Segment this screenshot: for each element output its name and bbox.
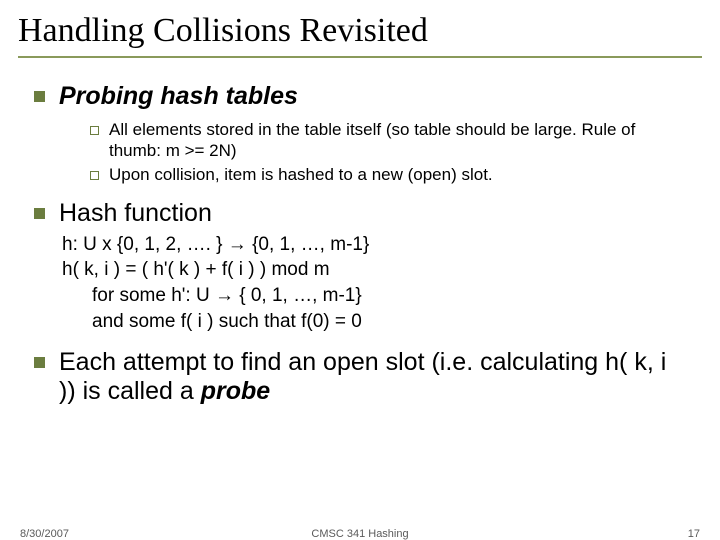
hollow-square-bullet-icon: [90, 171, 99, 180]
hash-line: and some f( i ) such that f(0) = 0: [92, 309, 686, 335]
probe-text: Each attempt to find an open slot (i.e. …: [59, 348, 686, 406]
hash-line: for some h': U → { 0, 1, …, m-1}: [92, 283, 686, 309]
bullet-text: All elements stored in the table itself …: [109, 119, 686, 162]
hashfn-lines: h: U x {0, 1, 2, …. } → {0, 1, …, m-1} h…: [62, 232, 686, 335]
probe-emphasis: probe: [201, 377, 270, 405]
footer-page: 17: [688, 528, 700, 540]
section-probing: Probing hash tables: [34, 82, 686, 111]
square-bullet-icon: [34, 357, 45, 368]
slide-title: Handling Collisions Revisited: [0, 0, 720, 56]
probe-pre: Each attempt to find an open slot (i.e. …: [59, 348, 666, 405]
list-item: Upon collision, item is hashed to a new …: [90, 164, 686, 185]
list-item: All elements stored in the table itself …: [90, 119, 686, 162]
hash-line: h( k, i ) = ( h'( k ) + f( i ) ) mod m: [62, 257, 686, 283]
square-bullet-icon: [34, 91, 45, 102]
bullet-text: Upon collision, item is hashed to a new …: [109, 164, 493, 185]
section-heading: Hash function: [59, 199, 212, 228]
slide-body: Probing hash tables All elements stored …: [0, 58, 720, 406]
probing-subbullets: All elements stored in the table itself …: [90, 119, 686, 185]
hash-line: h: U x {0, 1, 2, …. } → {0, 1, …, m-1}: [62, 232, 686, 258]
section-hashfn: Hash function: [34, 199, 686, 228]
section-probe: Each attempt to find an open slot (i.e. …: [34, 348, 686, 406]
square-bullet-icon: [34, 208, 45, 219]
slide: Handling Collisions Revisited Probing ha…: [0, 0, 720, 540]
footer-course: CMSC 341 Hashing: [0, 528, 720, 540]
section-heading: Probing hash tables: [59, 82, 298, 111]
hollow-square-bullet-icon: [90, 126, 99, 135]
